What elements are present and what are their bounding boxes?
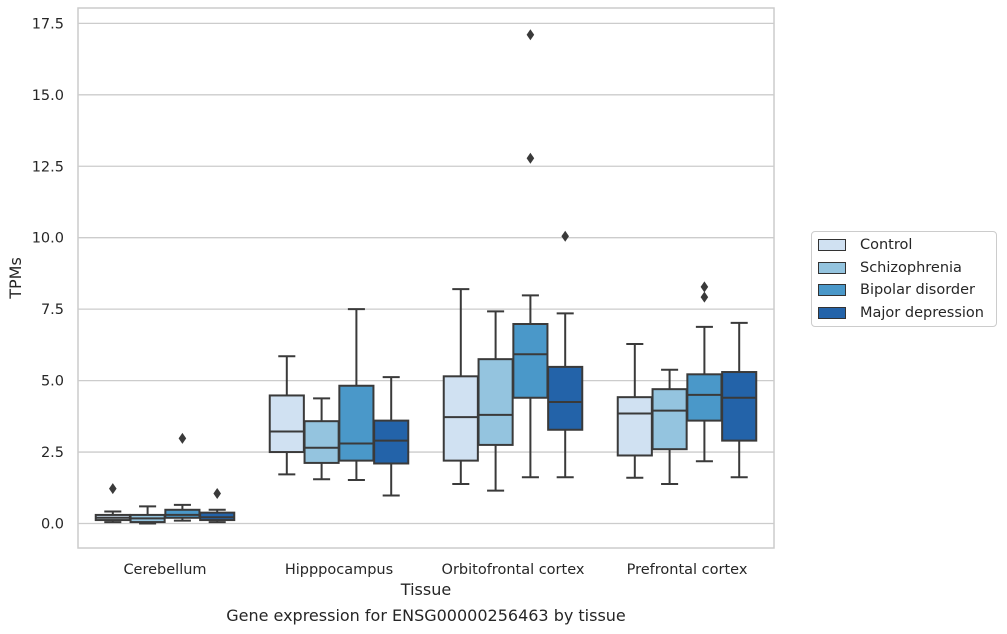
chart-title: Gene expression for ENSG00000256463 by t… bbox=[226, 606, 626, 625]
box-bipolar-disorder bbox=[686, 281, 723, 463]
legend-swatch bbox=[818, 261, 846, 274]
legend: Control Schizophrenia Bipolar disorder Majo… bbox=[811, 231, 997, 327]
box-control bbox=[442, 288, 479, 486]
iqr-box bbox=[373, 419, 410, 465]
box-major-depression bbox=[373, 376, 410, 497]
y-tick-label: 15.0 bbox=[32, 88, 64, 104]
iqr-box bbox=[721, 371, 758, 442]
box-bipolar-disorder bbox=[338, 308, 375, 482]
iqr-box bbox=[651, 388, 688, 451]
legend-label: Bipolar disorder bbox=[860, 282, 975, 298]
outlier-point bbox=[526, 152, 535, 164]
x-tick-labels: Cerebellum Hipppocampus Orbitofrontal cort… bbox=[123, 562, 747, 578]
box-layer bbox=[94, 29, 758, 525]
box-bipolar-disorder bbox=[164, 432, 201, 522]
legend-item: Control bbox=[818, 236, 912, 254]
box-bipolar-disorder bbox=[512, 29, 549, 479]
box-major-depression bbox=[199, 487, 236, 524]
outlier-point bbox=[700, 291, 709, 303]
iqr-box bbox=[686, 373, 723, 422]
y-tick-label: 7.5 bbox=[41, 302, 64, 318]
iqr-box bbox=[616, 396, 653, 457]
x-tick-label: Cerebellum bbox=[123, 562, 206, 578]
box-control bbox=[616, 343, 653, 479]
iqr-box bbox=[268, 394, 305, 454]
legend-label: Control bbox=[860, 237, 913, 253]
x-tick-label: Prefrontal cortex bbox=[627, 562, 748, 578]
box-major-depression bbox=[547, 230, 584, 479]
iqr-box bbox=[164, 508, 201, 519]
outlier-point bbox=[213, 487, 221, 499]
y-tick-label: 2.5 bbox=[41, 445, 64, 461]
gridlines bbox=[78, 22, 774, 525]
y-tick-label: 5.0 bbox=[41, 374, 64, 390]
iqr-box bbox=[442, 375, 479, 462]
box-schizophrenia bbox=[303, 397, 340, 481]
iqr-box bbox=[477, 358, 514, 446]
outlier-point bbox=[561, 230, 569, 242]
legend-swatch bbox=[818, 306, 846, 319]
legend-swatch bbox=[818, 239, 846, 251]
y-axis-label: TPMs bbox=[6, 257, 25, 300]
legend-item: Major depression bbox=[818, 304, 984, 322]
iqr-box bbox=[547, 365, 584, 431]
x-axis-label: Tissue bbox=[400, 580, 451, 599]
box-schizophrenia bbox=[651, 368, 688, 486]
iqr-box bbox=[338, 384, 375, 462]
legend-item: Schizophrenia bbox=[818, 259, 962, 277]
y-tick-label: 17.5 bbox=[32, 16, 64, 32]
legend-label: Major depression bbox=[860, 304, 984, 321]
box-control bbox=[268, 355, 305, 476]
box-major-depression bbox=[721, 321, 758, 479]
legend-swatch bbox=[818, 284, 846, 296]
legend-item: Bipolar disorder bbox=[818, 281, 975, 299]
box-schizophrenia bbox=[477, 310, 514, 492]
box-schizophrenia bbox=[129, 505, 166, 525]
y-tick-label: 10.0 bbox=[32, 231, 64, 247]
y-tick-label: 0.0 bbox=[41, 517, 64, 533]
iqr-box bbox=[303, 420, 340, 464]
outlier-point bbox=[700, 281, 709, 293]
outlier-point bbox=[178, 432, 187, 444]
y-tick-label: 12.5 bbox=[32, 159, 64, 175]
outlier-point bbox=[109, 483, 117, 495]
x-tick-label: Hipppocampus bbox=[285, 562, 393, 578]
outlier-point bbox=[526, 29, 535, 41]
box-control bbox=[94, 483, 131, 524]
plot-frame bbox=[77, 7, 775, 549]
iqr-box bbox=[512, 323, 549, 399]
x-tick-label: Orbitofrontal cortex bbox=[442, 562, 585, 578]
legend-label: Schizophrenia bbox=[860, 259, 962, 276]
y-tick-labels: 0.0 2.5 5.0 7.5 10.0 12.5 15.0 17.5 bbox=[32, 16, 64, 532]
